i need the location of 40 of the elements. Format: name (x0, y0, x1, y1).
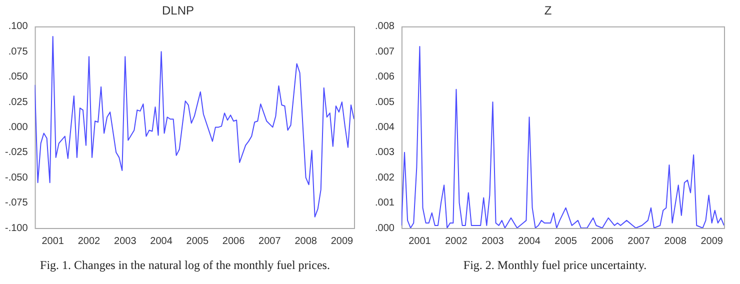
x-tick-label: 2002 (445, 236, 468, 247)
x-tick-label: 2005 (186, 236, 209, 247)
x-tick-label: 2007 (628, 236, 650, 247)
x-tick-label: 2001 (42, 236, 64, 247)
x-tick-label: 2003 (114, 236, 137, 247)
x-tick-label: 2008 (294, 236, 318, 247)
y-tick-label: .004 (374, 122, 395, 133)
x-tick-label: 2004 (518, 236, 541, 247)
y-tick-label: .000 (8, 122, 28, 133)
caption: Fig. 1. Changes in the natural log of the monthly fuel prices. (39, 258, 331, 273)
y-tick-label: .050 (8, 72, 28, 83)
y-tick-label: -.050 (4, 172, 28, 184)
x-tick-label: 2009 (700, 236, 724, 247)
y-tick-label: .025 (8, 96, 28, 108)
y-tick-label: .001 (374, 198, 395, 209)
y-tick-label: .100 (8, 21, 28, 32)
x-tick-label: 2006 (591, 236, 614, 247)
x-tick-label: 2008 (664, 236, 687, 247)
x-tick-label: 2006 (222, 236, 246, 247)
chart-title: DLNP (162, 4, 194, 18)
y-tick-label: -.025 (4, 147, 28, 158)
chart-title: Z (544, 4, 552, 18)
y-tick-label: .003 (374, 147, 395, 158)
y-tick-label: .008 (374, 21, 395, 32)
x-tick-label: 2009 (330, 236, 354, 247)
y-tick-label: .006 (374, 72, 395, 83)
x-tick-label: 2003 (482, 236, 504, 247)
y-tick-label: .075 (8, 46, 28, 58)
caption: Fig. 2. Monthly fuel price uncertainty. (462, 258, 648, 273)
y-tick-label: -.100 (4, 222, 28, 234)
y-tick-label: -.075 (4, 198, 28, 209)
y-tick-label: .000 (374, 222, 395, 234)
x-tick-label: 2002 (78, 236, 101, 247)
x-tick-label: 2004 (150, 236, 173, 247)
x-tick-label: 2005 (554, 236, 578, 247)
y-tick-label: .005 (374, 96, 395, 108)
y-tick-label: .007 (374, 46, 395, 58)
x-tick-label: 2001 (408, 236, 432, 247)
x-tick-label: 2007 (258, 236, 282, 247)
y-tick-label: .002 (374, 172, 395, 184)
